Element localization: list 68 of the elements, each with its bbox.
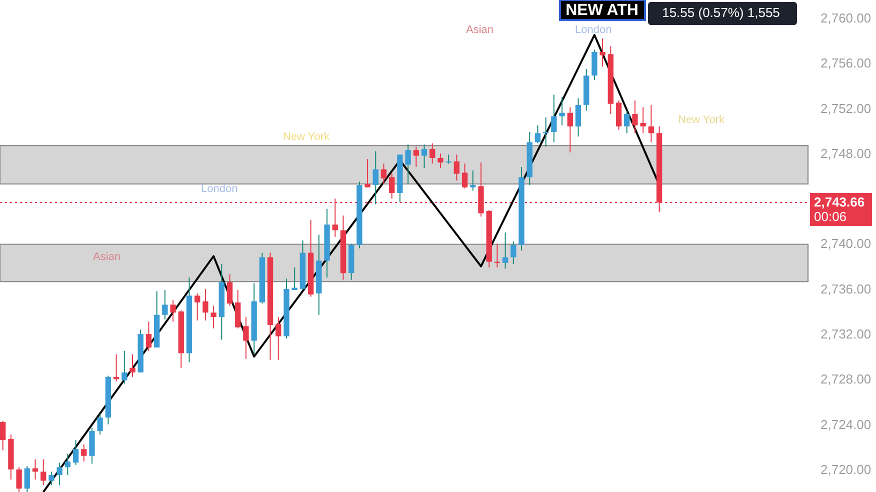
candlestick [640, 106, 646, 134]
annotation: Asian [93, 251, 121, 263]
candlestick [48, 471, 54, 486]
candlestick [510, 240, 516, 265]
y-tick-label: 2,724.00 [820, 416, 872, 432]
candlestick [592, 49, 598, 81]
candlestick [430, 142, 436, 164]
candlestick [162, 290, 168, 320]
candlestick [389, 173, 395, 200]
candlestick [559, 96, 565, 126]
annotation: London [201, 183, 238, 195]
annotation: Asian [466, 24, 494, 36]
annotation: New York [283, 131, 330, 143]
candlestick [470, 170, 476, 192]
text: 00:06 [814, 209, 847, 224]
candlestick [632, 100, 638, 134]
candlestick [243, 316, 249, 360]
candlestick [534, 124, 541, 144]
candlestick [97, 414, 103, 435]
candlestick [146, 321, 152, 352]
candlestick [81, 444, 87, 462]
candlestick [122, 350, 128, 384]
candlestick [575, 98, 582, 138]
candlestick [380, 163, 387, 184]
y-tick-label: 2,728.00 [820, 372, 872, 387]
candlestick [210, 305, 216, 329]
candlestick [438, 152, 444, 169]
candlestick [567, 106, 573, 153]
candlestick [446, 154, 452, 164]
candlestick [170, 300, 176, 322]
candlestick [454, 154, 460, 182]
candlestick [72, 440, 79, 466]
candlestick [600, 38, 606, 68]
y-tick-label: 2,760.00 [820, 10, 872, 26]
candlestick [421, 144, 428, 169]
annotation: London [575, 24, 612, 36]
candlestick [16, 466, 22, 492]
annotation: 15.55 (0.57%) 1,555 [662, 5, 780, 20]
candlestick [502, 232, 508, 270]
candlestick [276, 316, 282, 360]
y-tick-label: 2,748.00 [820, 146, 872, 161]
y-tick-label: 2,756.00 [820, 56, 872, 71]
y-tick-label: 2,752.00 [820, 100, 872, 116]
candlestick [551, 94, 557, 143]
candlestick [616, 100, 622, 130]
candlestick [624, 110, 630, 134]
candlestick [64, 453, 71, 476]
y-tick-label: 2,732.00 [820, 326, 872, 342]
candlestick [364, 158, 370, 188]
candlestick [648, 104, 654, 143]
annotation: New York [678, 114, 725, 126]
candlestick [226, 274, 233, 306]
candlestick [24, 466, 30, 492]
candlestick [413, 146, 419, 168]
y-tick-label: 2,740.00 [820, 236, 872, 252]
candlestick [372, 150, 378, 205]
candlestick [56, 462, 62, 486]
candlestick [202, 288, 208, 321]
candlestick [462, 163, 468, 189]
y-tick-label: 2,720.00 [820, 462, 872, 477]
candlestick [405, 144, 411, 184]
ref-line-label: 2,743.66 [814, 194, 865, 210]
candlestick [0, 420, 6, 451]
candlestick [130, 354, 136, 378]
candlestick [194, 292, 200, 321]
chart-title: NEW ATH [566, 2, 638, 19]
y-tick-label: 2,736.00 [820, 281, 872, 296]
candlestick [40, 458, 46, 486]
